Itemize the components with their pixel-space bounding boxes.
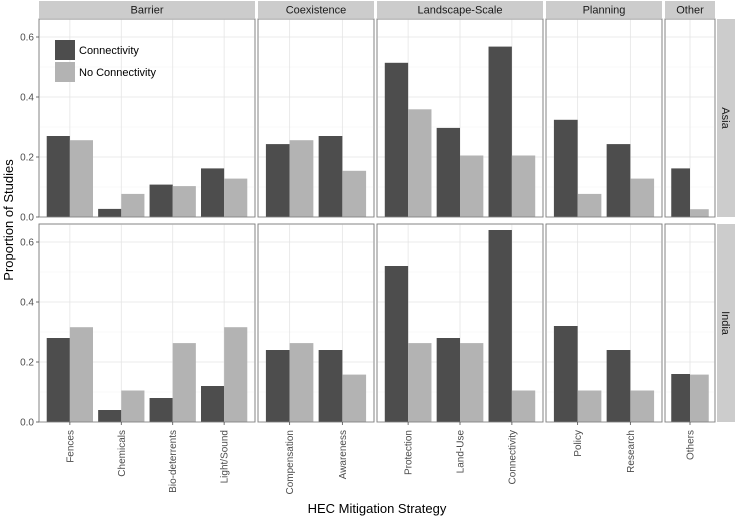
bar-connectivity [671,374,690,422]
bar-no-connectivity [690,209,709,217]
bar-connectivity [265,144,290,217]
panel-border [545,18,663,218]
x-tick-label: Protection [404,430,415,475]
facet-label: Coexistence [286,5,347,17]
bar-no-connectivity [408,343,432,422]
bar-connectivity [553,119,578,217]
bar-no-connectivity [172,186,196,217]
panel-border [38,18,256,218]
panel-border [664,18,716,218]
x-tick-label: Bio-deterrents [168,430,179,493]
bar-no-connectivity [342,170,367,217]
bar-connectivity [606,144,631,217]
bar-no-connectivity [408,109,432,217]
bar-connectivity [318,350,343,422]
facet-strip-row [717,224,735,422]
facet-label: Barrier [130,5,163,17]
bar-no-connectivity [511,155,536,217]
panel-border [257,223,375,423]
bar-no-connectivity [121,390,145,422]
y-tick-label: 0.2 [20,358,34,369]
bar-no-connectivity [224,327,248,422]
y-tick-label: 0.4 [20,298,34,309]
x-tick-label: Chemicals [117,430,128,477]
bar-connectivity [318,136,343,217]
x-tick-label: Fences [65,430,76,463]
bar-no-connectivity [690,374,709,422]
bar-connectivity [98,410,122,422]
y-tick-label: 0.6 [20,33,34,44]
y-tick-label: 0.4 [20,93,34,104]
facet-strip-row [717,19,735,217]
bar-no-connectivity [460,343,484,422]
bar-connectivity [46,338,70,422]
x-tick-label: Policy [573,430,584,457]
legend-key [55,62,75,82]
bar-connectivity [384,62,409,217]
bar-connectivity [488,230,512,422]
y-tick-label: 0.0 [20,418,34,429]
facet-label: Other [676,5,704,17]
facet-strip-col [665,1,715,18]
bar-connectivity [384,266,409,422]
bar-connectivity [606,350,631,422]
x-tick-label: Light/Sound [220,430,231,483]
bar-connectivity [201,168,225,217]
facet-strip-col [546,1,662,18]
facet-label: Landscape-Scale [417,5,502,17]
bar-no-connectivity [460,155,484,217]
x-tick-label: Land-Use [456,430,467,474]
bar-no-connectivity [289,140,314,217]
y-axis-title: Proportion of Studies [1,159,16,281]
bar-connectivity [553,326,578,422]
bar-no-connectivity [630,178,655,217]
bar-connectivity [265,350,290,422]
y-tick-label: 0.6 [20,238,34,249]
bar-no-connectivity [224,178,248,217]
facet-strip-col [39,1,255,18]
panel-border [376,18,544,218]
bar-connectivity [149,184,173,217]
bar-no-connectivity [630,390,655,422]
x-tick-label: Compensation [285,430,296,494]
bar-no-connectivity [172,343,196,422]
y-tick-label: 0.2 [20,153,34,164]
bar-connectivity [436,127,460,217]
facet-label: Planning [583,5,626,17]
x-tick-label: Others [686,430,697,460]
bar-connectivity [671,168,690,217]
x-tick-label: Research [626,430,637,473]
panel-border [257,18,375,218]
bar-no-connectivity [289,343,314,422]
bar-no-connectivity [577,390,602,422]
y-tick-label: 0.0 [20,213,34,224]
bar-connectivity [436,338,460,422]
legend-key [55,40,75,60]
bar-connectivity [488,46,512,217]
bar-connectivity [149,398,173,422]
x-axis-title: HEC Mitigation Strategy [308,501,447,516]
x-tick-label: Awareness [338,430,349,479]
x-tick-label: Connectivity [507,430,518,484]
facet-label: India [719,311,731,336]
bar-no-connectivity [511,390,536,422]
bar-no-connectivity [121,193,145,217]
facet-strip-col [258,1,374,18]
bar-no-connectivity [69,140,93,217]
bar-no-connectivity [342,374,367,422]
facet-strip-col [377,1,543,18]
bar-connectivity [201,386,225,422]
facet-label: Asia [719,107,731,129]
bar-connectivity [98,208,122,217]
legend-label: No Connectivity [79,67,157,79]
bar-no-connectivity [577,193,602,217]
legend-label: Connectivity [79,45,139,57]
bar-connectivity [46,136,70,217]
panel-border [545,223,663,423]
panel-border [38,223,256,423]
legend: Connectivity No Connectivity [55,40,157,82]
bar-no-connectivity [69,327,93,422]
